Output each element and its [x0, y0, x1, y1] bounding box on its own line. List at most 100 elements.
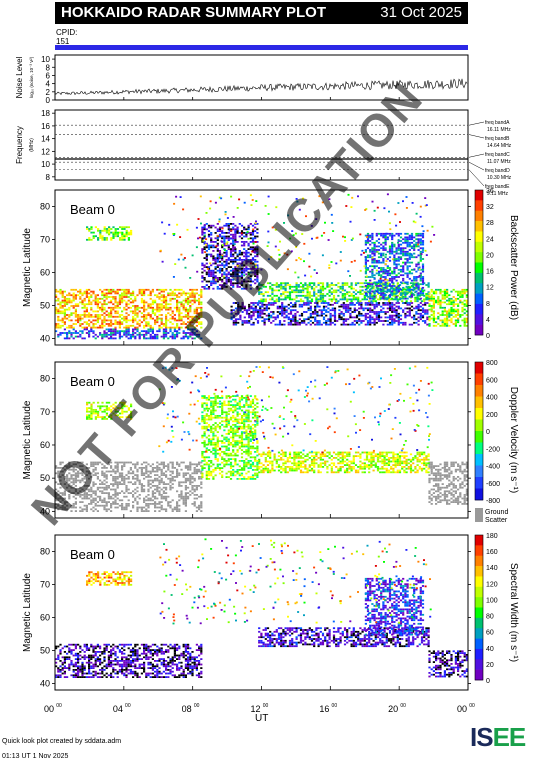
scatter-region [258, 451, 430, 474]
colorbar-label: Backscatter Power (dB) [508, 215, 519, 320]
colorbar-tick-label: 60 [486, 630, 494, 637]
freq-band-label: freq bandA [485, 120, 510, 126]
colorbar-tick-label: 180 [486, 533, 498, 540]
colorbar-label: Spectral Width (m s⁻¹) [508, 563, 519, 662]
colorbar-segment [475, 362, 483, 374]
freq-ytick-label: 14 [41, 135, 50, 144]
colorbar-tick-label: 20 [486, 662, 494, 669]
colorbar-segment [475, 617, 483, 629]
lat-ytick-label: 40 [40, 678, 50, 688]
colorbar-segment [475, 576, 483, 588]
freq-ytick-label: 18 [41, 109, 50, 118]
plot-title: HOKKAIDO RADAR SUMMARY PLOT [61, 4, 326, 21]
lat-ytick-label: 60 [40, 612, 50, 622]
colorbar-tick-label: 100 [486, 597, 498, 604]
freq-band-connector [468, 153, 485, 158]
scatter-region [364, 577, 425, 636]
colorbar-frame [474, 361, 484, 501]
freq-band-connector [468, 134, 485, 139]
scatter-region [86, 401, 133, 420]
x-tick-label-sup: 00 [469, 703, 475, 709]
ground-scatter-label-2: Scatter [485, 517, 508, 524]
colorbar-segment [475, 454, 483, 466]
freq-band-value: 9.11 MHz [487, 191, 509, 197]
lat-ytick-label: 70 [40, 407, 50, 417]
lat-ytick-label: 80 [40, 201, 50, 211]
plot-date: 31 Oct 2025 [380, 4, 462, 21]
colorbar-tick-label: 0 [486, 333, 490, 340]
colorbar-segment [475, 638, 483, 650]
colorbar-tick-label: 160 [486, 549, 498, 556]
footer-timestamp: 01:13 UT 1 Nov 2025 [2, 753, 69, 760]
freq-ytick-label: 8 [46, 173, 51, 182]
freq-band-connector [468, 121, 485, 126]
scatter-region [55, 288, 203, 329]
cpid-value: 151 [56, 37, 70, 46]
scatter-region [201, 223, 259, 290]
freq-panel-frame [54, 109, 469, 181]
colorbar-segment [475, 221, 483, 232]
lat-ytick-label: 60 [40, 440, 50, 450]
isee-logo: ISEE [470, 722, 526, 752]
sparse-scatter [159, 193, 436, 281]
freq-band-label: freq bandC [485, 152, 510, 158]
colorbar-tick-label: 800 [486, 360, 498, 367]
colorbar-tick-label: 40 [486, 646, 494, 653]
colorbar-tick-label: 0 [486, 678, 490, 685]
lat-ytick-label: 70 [40, 234, 50, 244]
title-bar: HOKKAIDO RADAR SUMMARY PLOT 31 Oct 2025 [55, 2, 468, 24]
colorbar-label: Doppler Velocity (m s⁻¹) [508, 387, 519, 493]
colorbar-tick-label: 20 [486, 252, 494, 259]
colorbar-segment [475, 488, 483, 501]
freq-ylabel: Frequency [15, 126, 24, 164]
lat-ylabel: Magnetic Latitude [22, 573, 33, 652]
colorbar-tick-label: -800 [486, 498, 500, 505]
scatter-region [428, 461, 468, 505]
colorbar-tick-label: 600 [486, 377, 498, 384]
colorbar-tick-label: 16 [486, 269, 494, 276]
noise-level-trace [54, 78, 468, 96]
freq-band-value: 14.64 MHz [487, 143, 512, 149]
colorbar-segment [475, 465, 483, 478]
lat-ylabel: Magnetic Latitude [22, 228, 33, 307]
x-tick-label-sup: 00 [263, 703, 269, 709]
colorbar-tick-label: 80 [486, 614, 494, 621]
freq-ylabel-sub: (MHz) [29, 138, 35, 152]
colorbar-segment [475, 586, 483, 598]
colorbar-segment [475, 241, 483, 253]
cpid-label: CPID: [56, 28, 78, 37]
colorbar-segment [475, 648, 483, 660]
colorbar-tick-label: 32 [486, 204, 494, 211]
colorbar-segment [475, 477, 483, 489]
colorbar-segment [475, 396, 483, 409]
lat-ytick-label: 60 [40, 267, 50, 277]
sparse-scatter [159, 538, 432, 625]
colorbar-segment [475, 545, 483, 557]
lat-ytick-label: 40 [40, 506, 50, 516]
colorbar-segment [475, 628, 483, 639]
colorbar-segment [475, 314, 483, 325]
beam-label: Beam 0 [70, 202, 115, 217]
x-axis-label: UT [255, 713, 269, 724]
ground-scatter-swatch [475, 508, 483, 522]
x-tick-label-sup: 00 [194, 703, 200, 709]
lat-panel-bg [55, 362, 468, 518]
colorbar-tick-label: 200 [486, 412, 498, 419]
freq-ytick-label: 10 [41, 160, 50, 169]
scatter-region [230, 302, 429, 326]
lat-ylabel: Magnetic Latitude [22, 400, 33, 479]
scatter-region [428, 650, 468, 678]
colorbar-segment [475, 669, 483, 681]
colorbar-tick-label: 36 [486, 188, 494, 195]
x-tick-label: 16 [319, 704, 329, 714]
colorbar-tick-label: 140 [486, 565, 498, 572]
noise-ytick-label: 6 [46, 71, 51, 80]
colorbar-segment [475, 419, 483, 432]
noise-ytick-label: 2 [46, 88, 51, 97]
scatter-region [428, 288, 468, 327]
noise-ytick-label: 8 [46, 63, 51, 72]
freq-band-label: freq bandB [485, 136, 510, 142]
colorbar-segment [475, 272, 483, 284]
colorbar-segment [475, 535, 483, 546]
